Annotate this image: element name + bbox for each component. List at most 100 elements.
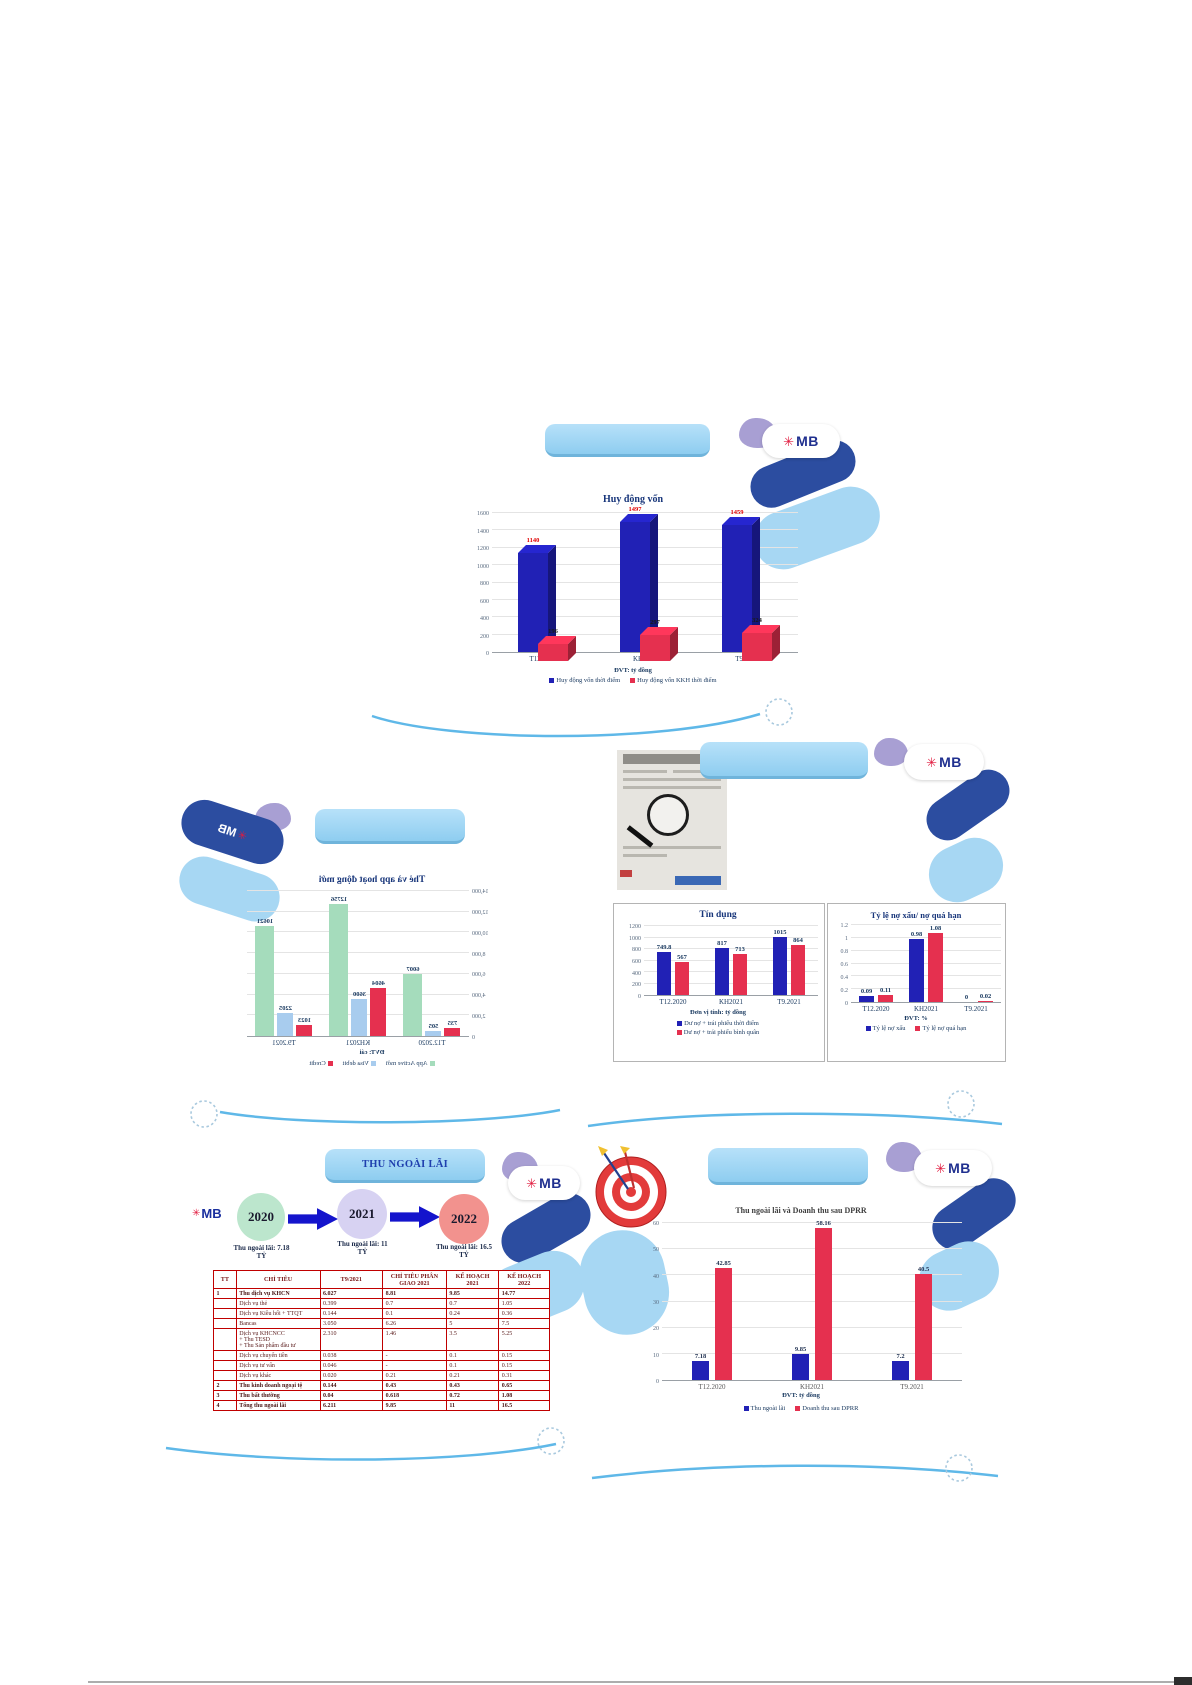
- y-tick: 400: [480, 616, 489, 622]
- chart-no-xau: Tỷ lệ nợ xấu/ nợ quá hạn 0 0.2 0.4 0.6 0.8 1 1…: [831, 910, 1001, 1032]
- table-cell: 0.7: [445, 1298, 500, 1309]
- bar-value-label: 713: [735, 946, 745, 954]
- legend-swatch: [915, 1026, 921, 1031]
- chart-legend: Dư nợ + trái phiếu thời điểm Dư nợ + trái…: [618, 1020, 818, 1036]
- bar-value-label: 735: [447, 1020, 458, 1028]
- category-label: T9.2021: [900, 1383, 924, 1391]
- arrow-right-icon: [288, 1208, 338, 1230]
- y-tick: 1000: [477, 563, 489, 570]
- gridline: [851, 962, 1001, 964]
- bar-group: 1023 2205 10621 T9.2021: [247, 891, 321, 1047]
- bar-value-label: 1015: [773, 928, 787, 936]
- bar-t-l-n-qu-h-n: 1.08: [928, 925, 943, 1002]
- gridline: [851, 949, 1001, 951]
- chart-unit: ĐVT: tỷ đồng: [782, 1392, 820, 1399]
- table-cell: 0.31: [498, 1370, 550, 1381]
- chart-plot-area: 0 10 20 30 40 50 60 7.18 42.85 T12.2020 9.85 58.16…: [640, 1220, 962, 1391]
- bar-t-l-n-x-u: 0.98: [909, 931, 924, 1002]
- y-tick: 800: [632, 947, 641, 954]
- table-cell: 3.050: [319, 1318, 384, 1329]
- category-label: KH2021: [718, 998, 744, 1006]
- bar-visa-debit: 2205: [277, 1005, 294, 1036]
- dartboard-image: [595, 1146, 667, 1228]
- mb-logo-small: ✳ MB: [192, 1206, 222, 1221]
- bar-d-n-tr-i-phi-u-b-nh-qu-n: 567: [675, 954, 689, 995]
- bar-group: 9.85 58.16 KH2021: [762, 1220, 862, 1391]
- y-tick: 0: [486, 651, 489, 657]
- timeline-circle-2022: 2022: [439, 1194, 489, 1244]
- bar-group: 1140196T12.2020: [492, 513, 594, 663]
- y-tick: 0.6: [840, 962, 849, 968]
- bar-app-active-m-i: 6007: [403, 966, 423, 1036]
- gridline: [662, 1326, 962, 1328]
- category-label: T9.2021: [272, 1039, 296, 1047]
- y-tick: 1200: [629, 924, 641, 930]
- y-tick: 10: [653, 1352, 659, 1359]
- legend-swatch: [676, 1030, 682, 1035]
- table-cell: 3.5: [445, 1328, 500, 1351]
- y-tick: 200: [632, 982, 641, 989]
- table-cell: 9.85: [445, 1288, 500, 1299]
- chart-doanh-thu: Thu ngoài lãi và Doanh thu sau DPRR 0 10 2…: [640, 1206, 962, 1412]
- timeline-circle-2020: 2020: [237, 1193, 285, 1241]
- mb-logo-text: MB: [216, 820, 239, 840]
- table-cell: 0.43: [382, 1380, 447, 1391]
- table-cell: 0.1: [445, 1350, 500, 1361]
- light-capsule: [919, 828, 1013, 912]
- y-tick: 1.2: [840, 923, 849, 929]
- table-cell: 0.15: [498, 1360, 550, 1371]
- category-label: KH2021: [345, 1039, 371, 1047]
- chart-tin-dung: Tín dụng 0 200 400 600 800 1000 1200 749.8 567 T…: [618, 910, 818, 1036]
- y-tick: 600: [632, 959, 641, 965]
- bar-value-label: 297: [650, 619, 660, 627]
- legend-swatch: [630, 678, 636, 683]
- y-tick: 1200: [477, 546, 489, 552]
- y-tick: 12,000: [472, 909, 489, 916]
- y-tick: 6,000: [472, 972, 486, 979]
- bar-value-label: 817: [717, 940, 727, 948]
- bar-value-label: 2205: [279, 1005, 292, 1013]
- bar-d-n-tr-i-phi-u-b-nh-qu-n: 713: [733, 946, 747, 995]
- bar-credit: 1023: [296, 1017, 313, 1036]
- table-cell: 6.211: [319, 1400, 384, 1411]
- table-header: CHỈ TIÊU PHÂN GIAO 2021: [382, 1270, 447, 1289]
- chart-plot-area: 0 2,000 4,000 6,000 8,000 10,000 12,000 14,000 …: [247, 889, 497, 1047]
- table-cell: 2.310: [319, 1328, 384, 1351]
- table-cell: 0.24: [445, 1308, 500, 1319]
- legend-swatch: [549, 678, 555, 683]
- mb-logo: ✳ MB: [762, 424, 840, 458]
- gridline: [851, 924, 1001, 925]
- bar-credit: 4604: [370, 980, 387, 1036]
- bar-group: 7.2 40.5 T9.2021: [862, 1223, 962, 1391]
- bar-app-active-m-i: 10621: [255, 918, 275, 1036]
- bar-t-l-n-x-u: 0.09: [859, 988, 874, 1002]
- bar-value-label: 0.09: [860, 988, 873, 996]
- mb-star-icon: ✳: [783, 433, 795, 449]
- plot: 1140196T12.20201497297KH20211459324T9.20…: [492, 506, 798, 663]
- category-label: T9.2021: [964, 1005, 988, 1013]
- bar-huy-ng-v-n-kkh-th-i-i-m: 324: [742, 617, 772, 661]
- chart-unit: ĐVT: tỷ đồng: [614, 667, 652, 674]
- y-tick: 400: [632, 970, 641, 977]
- plot: 0.09 0.11 T12.2020 0.98 1.08 KH2021 0 0.02 T9.20…: [851, 924, 1001, 1013]
- y-tick: 800: [480, 581, 489, 587]
- bar-value-label: 10621: [256, 918, 274, 925]
- bar-value-label: 864: [793, 937, 803, 945]
- table-cell: 0.65: [498, 1380, 550, 1391]
- y-tick: 50: [653, 1247, 659, 1254]
- bar-t-l-n-qu-h-n: 0.11: [878, 987, 893, 1002]
- table-cell: 1.08: [498, 1390, 550, 1401]
- table-row: Dịch vụ chuyển tiền 0.038-0.1 0.15: [213, 1350, 550, 1361]
- gridline: [851, 988, 1001, 990]
- bar-doanh-thu-sau-dprr: 40.5: [915, 1266, 932, 1380]
- timeline-year: 2022: [451, 1211, 477, 1226]
- table-cell: 0.020: [319, 1370, 384, 1381]
- table-cell: [213, 1350, 237, 1361]
- legend-swatch: [327, 1061, 333, 1066]
- y-tick: 0: [472, 1035, 475, 1041]
- bar-value-label: 7.18: [694, 1353, 707, 1361]
- bar-value-label: 196: [548, 627, 558, 635]
- table-cell: Dịch vụ tư vấn: [235, 1360, 321, 1371]
- gridline: [662, 1300, 962, 1302]
